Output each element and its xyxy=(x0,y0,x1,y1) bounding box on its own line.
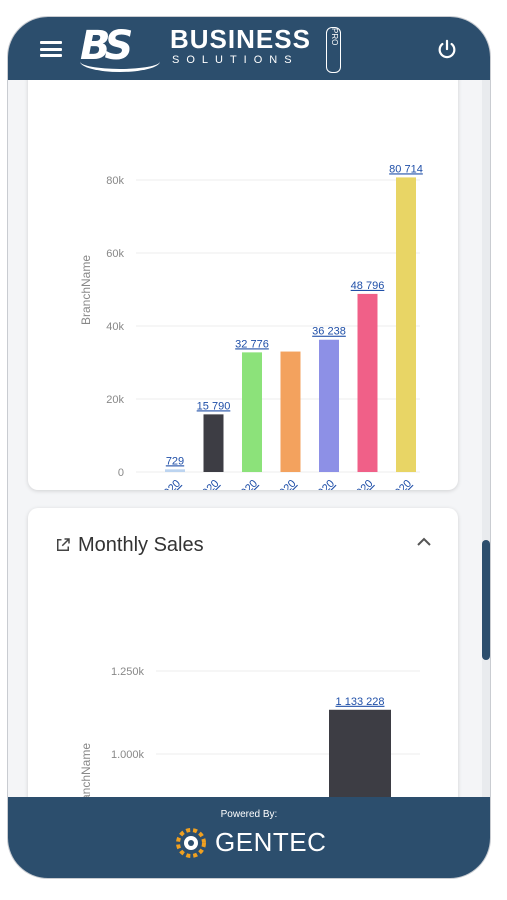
gentec-logo: GENTEC xyxy=(171,821,331,865)
branch-sales-card: 0 20k 40k 60k 80k BranchName 729 12/9/2020 15 79… xyxy=(28,80,458,490)
logo-pro-badge: PRO xyxy=(326,27,341,73)
logo-title: BUSINESS xyxy=(170,24,311,54)
app-header: BS BUSINESS SOLUTIONS PRO xyxy=(8,17,490,80)
bar xyxy=(396,177,416,472)
bar-value-label: 1 133 228 xyxy=(336,696,385,708)
app-footer: Powered By: GENTEC xyxy=(8,797,490,878)
x-tick-label: 12/9/2020 xyxy=(140,478,183,490)
external-link-icon xyxy=(57,538,70,551)
x-tick-label: 12/1/2020 xyxy=(294,478,337,490)
bar-value-label: 36 238 xyxy=(312,326,346,338)
dashboard-content: 0 20k 40k 60k 80k BranchName 729 12/9/2020 15 79… xyxy=(8,80,490,797)
gentec-brand: GENTEC xyxy=(215,827,327,857)
y-axis-label: BranchName xyxy=(79,255,93,325)
app-frame: BS BUSINESS SOLUTIONS PRO 0 20k 40k 60k 80k B… xyxy=(8,17,490,878)
y-tick-label: 0 xyxy=(118,467,124,479)
y-tick-label: 40k xyxy=(106,321,124,333)
bar xyxy=(329,709,391,797)
y-tick-label: 80k xyxy=(106,175,124,187)
bar-value-label: 48 796 xyxy=(351,280,385,292)
chevron-up-icon[interactable] xyxy=(414,534,434,550)
bar-value-label: 32 776 xyxy=(235,338,269,350)
bar xyxy=(242,352,262,472)
branch-bar-chart: 0 20k 40k 60k 80k BranchName 729 12/9/2020 15 79… xyxy=(79,163,423,490)
bar xyxy=(165,469,185,472)
y-axis-label: BranchName xyxy=(79,743,93,797)
x-tick-label: 12/3/2020 xyxy=(256,478,299,490)
scrollbar-thumb[interactable] xyxy=(482,540,490,660)
bar xyxy=(203,414,224,472)
bar xyxy=(319,339,339,472)
y-tick-label: 20k xyxy=(106,394,124,406)
bar xyxy=(280,351,301,472)
gentec-gear-icon xyxy=(176,828,206,858)
monthly-sales-card: Monthly Sales 750k1.000k1.250kBranchName… xyxy=(28,508,458,797)
scrollbar[interactable] xyxy=(482,80,490,797)
bar xyxy=(357,293,378,472)
power-icon[interactable] xyxy=(436,39,458,61)
hamburger-menu-icon[interactable] xyxy=(40,41,62,57)
business-solutions-logo: BS BUSINESS SOLUTIONS PRO xyxy=(80,21,350,75)
monthly-sales-title: Monthly Sales xyxy=(78,534,204,556)
y-tick-label: 60k xyxy=(106,248,124,260)
logo-subtitle: SOLUTIONS xyxy=(172,54,299,66)
y-tick-label: 1.250k xyxy=(111,666,145,678)
bar-value-label: 15 790 xyxy=(197,400,231,412)
logo-swoosh xyxy=(80,51,160,72)
bar-value-label: 80 714 xyxy=(389,163,423,175)
x-tick-label: 12/8/2020 xyxy=(179,478,222,490)
x-tick-label: 12/5/2020 xyxy=(217,478,260,490)
bar-value-label: 729 xyxy=(166,455,184,467)
y-tick-label: 1.000k xyxy=(111,749,145,761)
powered-by-label: Powered By: xyxy=(220,809,278,820)
x-tick-label: 12/6/2020 xyxy=(333,478,376,490)
x-tick-label: 12/2/2020 xyxy=(371,478,414,490)
